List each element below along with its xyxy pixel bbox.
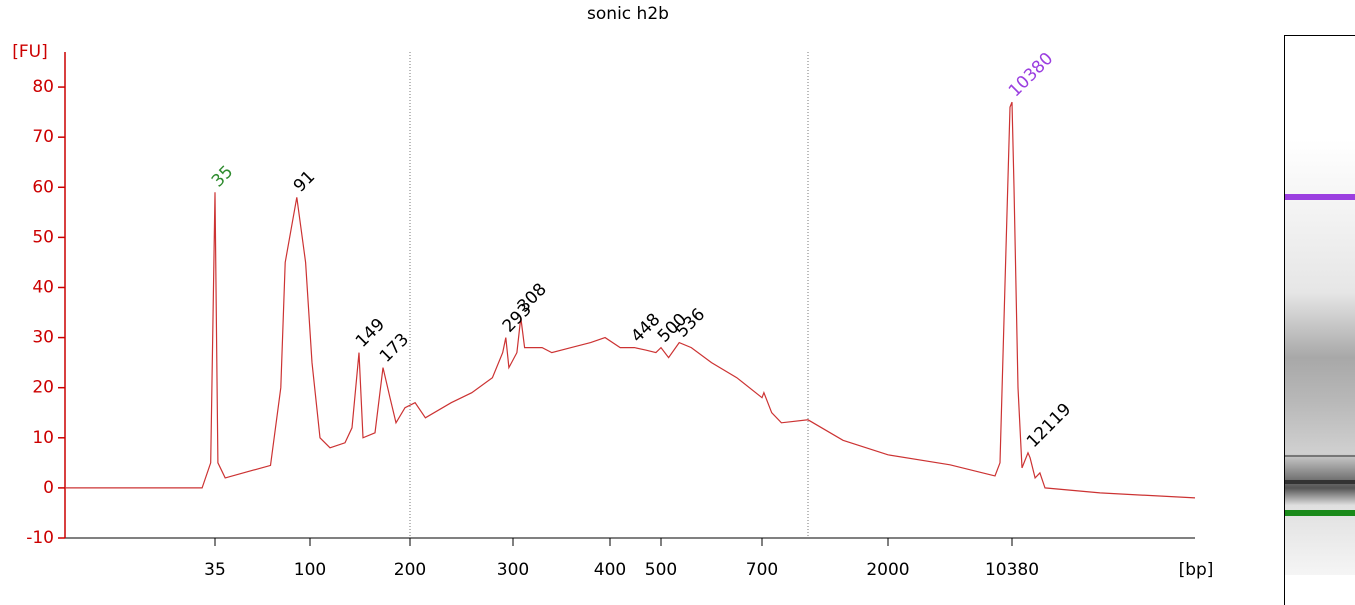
x-tick-label: 10380 [985, 560, 1039, 580]
x-tick-label: 35 [204, 560, 226, 580]
y-tick-label: 20 [32, 378, 54, 398]
y-tick-label: 60 [32, 177, 54, 197]
x-tick-label: 400 [594, 560, 626, 580]
x-tick-label: 300 [497, 560, 529, 580]
y-tick-label: 10 [32, 428, 54, 448]
chart-title: sonic h2b [587, 4, 669, 24]
y-tick-label: 80 [32, 77, 54, 97]
y-tick-label: 30 [32, 328, 54, 348]
trace [65, 101, 1196, 499]
y-tick-label: 70 [32, 127, 54, 147]
x-tick-label: 700 [746, 560, 778, 580]
x-axis-label: [bp] [1179, 560, 1214, 580]
peak-label: 10380 [1005, 49, 1057, 101]
x-tick-label: 500 [645, 560, 677, 580]
x-tick-label: 200 [394, 560, 426, 580]
y-axis-label: [FU] [12, 42, 48, 62]
peak-label: 12119 [1023, 400, 1075, 452]
x-tick-label: 2000 [866, 560, 909, 580]
y-tick-label: -10 [26, 528, 54, 548]
peak-label: 35 [208, 162, 237, 191]
x-tick-label: 100 [294, 560, 326, 580]
y-tick-label: 0 [43, 478, 54, 498]
y-tick-label: 40 [32, 277, 54, 297]
gel-lane [1284, 35, 1355, 605]
y-tick-label: 50 [32, 227, 54, 247]
peak-label: 91 [290, 167, 319, 196]
